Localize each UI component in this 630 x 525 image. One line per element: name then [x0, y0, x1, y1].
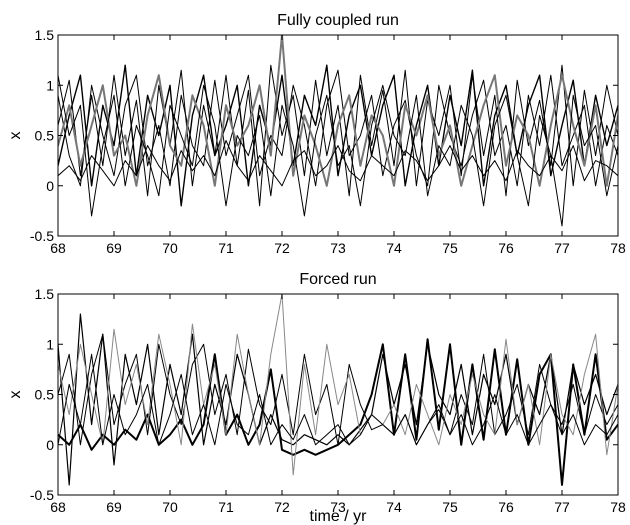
x-tick-label: 72 — [274, 499, 290, 515]
series-line-6 — [58, 140, 618, 187]
x-tick-label: 70 — [162, 499, 178, 515]
y-axis-label: x — [7, 391, 24, 399]
x-tick-label: 73 — [330, 499, 346, 515]
chart-title: Forced run — [299, 271, 376, 288]
x-tick-label: 68 — [50, 499, 66, 515]
x-tick-label: 75 — [442, 240, 458, 256]
x-tick-label: 73 — [330, 240, 346, 256]
x-tick-label: 71 — [218, 240, 234, 256]
x-tick-label: 69 — [106, 499, 122, 515]
x-axis-label: time / yr — [310, 508, 368, 525]
y-tick-label: 0.5 — [35, 128, 55, 144]
x-tick-label: 77 — [554, 499, 570, 515]
y-tick-label: 1.5 — [35, 27, 55, 43]
series-line-2 — [58, 64, 618, 207]
x-tick-label: 75 — [442, 499, 458, 515]
series-group — [58, 294, 618, 486]
x-tick-label: 76 — [498, 240, 514, 256]
y-axis-label: x — [7, 132, 24, 140]
chart-panel-bottom: 68 69 70 71 72 73 74 75 76 77 78 -0.5 0 0.5 1 1.5 Forced… — [7, 271, 626, 525]
x-tick-label: 71 — [218, 499, 234, 515]
y-tick-label: 1 — [46, 77, 54, 93]
series-line-5 — [58, 74, 618, 227]
x-tick-label: 70 — [162, 240, 178, 256]
y-tick-label: 1 — [46, 336, 54, 352]
x-tick-label: 74 — [386, 499, 402, 515]
y-tick-label: -0.5 — [30, 487, 54, 503]
series-group — [58, 35, 618, 227]
y-tick-label: 0 — [46, 178, 54, 194]
x-tick-label: 69 — [106, 240, 122, 256]
x-tick-label: 78 — [610, 499, 626, 515]
x-tick-label: 76 — [498, 499, 514, 515]
x-tick-label: 77 — [554, 240, 570, 256]
x-tick-label: 68 — [50, 240, 66, 256]
chart-title: Fully coupled run — [277, 12, 399, 29]
y-tick-label: 0 — [46, 437, 54, 453]
y-tick-label: 1.5 — [35, 286, 55, 302]
series-line-5 — [58, 353, 618, 446]
x-tick-label: 78 — [610, 240, 626, 256]
y-tick-label: 0.5 — [35, 387, 55, 403]
series-line-4 — [58, 35, 618, 187]
chart-panel-top: 68 69 70 71 72 73 74 75 76 77 78 -0.5 0 0.5 1 1.5 Fully … — [7, 12, 626, 256]
x-tick-label: 72 — [274, 240, 290, 256]
y-tick-label: -0.5 — [30, 228, 54, 244]
series-line-4 — [58, 294, 618, 476]
x-tick-label: 74 — [386, 240, 402, 256]
